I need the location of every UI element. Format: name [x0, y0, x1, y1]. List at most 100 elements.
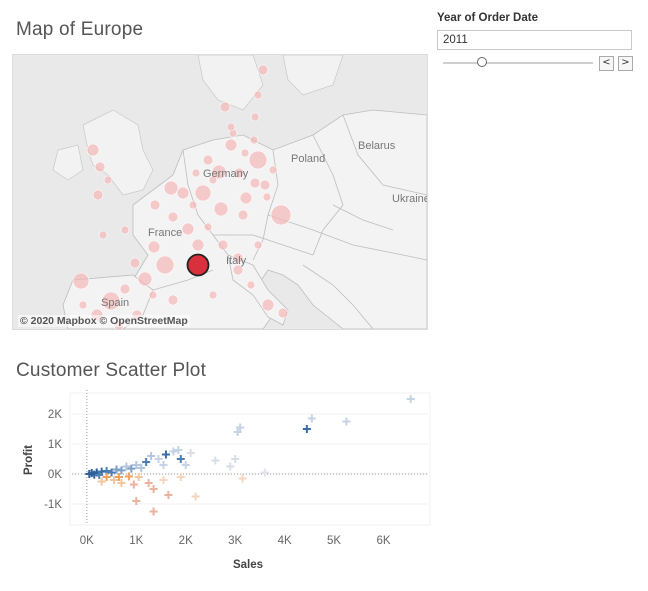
map-bubble[interactable] [253, 240, 263, 250]
map-bubble[interactable] [101, 291, 121, 311]
scatter-point[interactable] [114, 473, 123, 481]
map-bubble[interactable] [250, 112, 260, 122]
map-bubble[interactable] [232, 264, 244, 276]
scatter-point[interactable] [132, 497, 141, 505]
map-bubble[interactable] [202, 154, 214, 166]
map-bubble[interactable] [217, 239, 229, 251]
scatter-point[interactable] [132, 461, 141, 469]
map-bubble[interactable] [249, 177, 261, 189]
map-bubble[interactable] [72, 272, 90, 290]
year-slider[interactable]: < > [437, 54, 637, 74]
map-bubble[interactable] [208, 290, 218, 300]
scatter-point[interactable] [159, 461, 168, 469]
map-bubble[interactable] [262, 192, 272, 202]
map-bubble[interactable] [155, 255, 175, 275]
scatter-point[interactable] [238, 474, 247, 483]
scatter-point[interactable] [302, 425, 311, 433]
map-bubble[interactable] [176, 186, 190, 200]
scatter-point[interactable] [260, 468, 269, 477]
scatter-point[interactable] [176, 455, 185, 463]
map-bubble[interactable] [248, 150, 268, 170]
map-bubbles[interactable] [72, 64, 292, 329]
map-canvas[interactable]: Poland Belarus Germany Ukraine France It… [13, 55, 427, 329]
year-input[interactable] [437, 30, 632, 50]
map-bubble[interactable] [103, 175, 113, 185]
map-bubble[interactable] [191, 168, 201, 178]
selected-location-marker[interactable] [186, 253, 210, 277]
map-bubble[interactable] [137, 271, 153, 287]
map-bubble[interactable] [270, 204, 292, 226]
scatter-point[interactable] [97, 477, 106, 486]
map-bubble[interactable] [167, 294, 179, 306]
map-bubble[interactable] [78, 300, 88, 310]
scatter-point[interactable] [342, 417, 351, 426]
scatter-point[interactable] [406, 395, 415, 403]
map-bubble[interactable] [119, 283, 131, 295]
scatter-point[interactable] [231, 455, 240, 463]
scatter-point[interactable] [102, 473, 111, 481]
map-bubble[interactable] [191, 238, 205, 252]
map-bubble[interactable] [148, 290, 158, 300]
scatter-point[interactable] [307, 414, 316, 423]
scatter-point[interactable] [149, 507, 158, 516]
map-bubble[interactable] [129, 257, 141, 269]
map-bubble[interactable] [239, 191, 253, 205]
scatter-point[interactable] [117, 479, 126, 487]
map-bubble[interactable] [233, 167, 245, 179]
scatter-point[interactable] [236, 423, 245, 432]
map-bubble[interactable] [259, 179, 271, 191]
map-bubble[interactable] [219, 101, 231, 113]
scatter-point[interactable] [164, 491, 173, 499]
map-bubble[interactable] [253, 90, 263, 100]
scatter-point[interactable] [142, 458, 151, 466]
map-bubble[interactable] [240, 148, 250, 158]
map-bubble[interactable] [208, 175, 218, 185]
slider-track[interactable] [443, 62, 593, 64]
map-bubble[interactable] [98, 230, 108, 240]
scatter-point[interactable] [174, 446, 183, 454]
scatter-point[interactable] [95, 470, 104, 479]
map-bubble[interactable] [237, 209, 249, 221]
map-bubble[interactable] [268, 165, 278, 175]
map-bubble[interactable] [92, 189, 104, 201]
scatter-point[interactable] [154, 455, 163, 463]
map-bubble[interactable] [211, 164, 227, 180]
map-bubble[interactable] [167, 211, 179, 223]
scatter-point[interactable] [129, 480, 138, 489]
map-bubble[interactable] [181, 222, 195, 236]
map-bubble[interactable] [149, 199, 161, 211]
scatter-point[interactable] [144, 479, 153, 487]
map-bubble[interactable] [226, 122, 236, 132]
map-bubble[interactable] [249, 135, 259, 145]
map-bubble[interactable] [246, 280, 256, 290]
scatter-point[interactable] [117, 466, 126, 475]
scatter-point[interactable] [211, 456, 220, 465]
map-bubble[interactable] [188, 200, 198, 210]
scatter-point[interactable] [169, 447, 178, 456]
map-bubble[interactable] [163, 180, 179, 196]
map-bubble[interactable] [261, 298, 275, 312]
scatter-point[interactable] [191, 492, 200, 501]
scatter-point[interactable] [137, 464, 146, 472]
scatter-point[interactable] [176, 473, 185, 481]
scatter-point[interactable] [107, 468, 116, 477]
map-bubble[interactable] [257, 64, 269, 76]
next-year-button[interactable]: > [618, 56, 633, 71]
scatter-point[interactable] [161, 450, 170, 459]
map-bubble[interactable] [277, 307, 289, 319]
scatter-plot[interactable]: 2K 1K 0K -1K 0K 1K 2K 3K 4K 5K 6K Profit Sales [0, 388, 648, 578]
map-bubble[interactable] [120, 225, 130, 235]
scatter-point[interactable] [181, 461, 190, 469]
prev-year-button[interactable]: < [599, 56, 614, 71]
scatter-point[interactable] [186, 449, 195, 457]
scatter-points[interactable] [85, 395, 415, 516]
map-bubble[interactable] [194, 184, 212, 202]
map-bubble[interactable] [232, 252, 244, 264]
scatter-point[interactable] [134, 473, 143, 481]
map-bubble[interactable] [94, 161, 106, 173]
scatter-point[interactable] [124, 472, 133, 481]
scatter-point[interactable] [127, 464, 136, 473]
scatter-point[interactable] [233, 428, 242, 436]
scatter-point[interactable] [122, 462, 131, 471]
map-bubble[interactable] [86, 143, 100, 157]
